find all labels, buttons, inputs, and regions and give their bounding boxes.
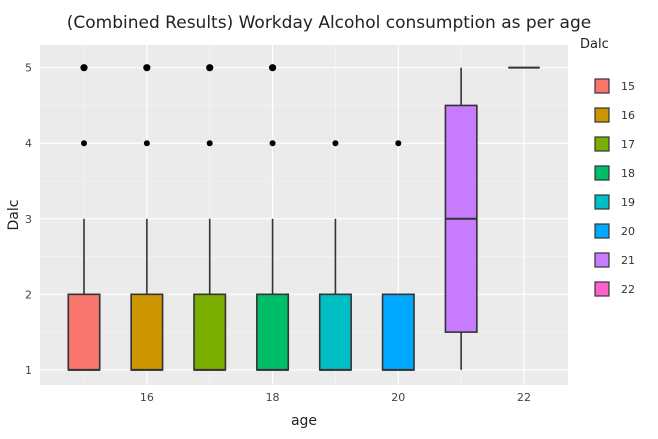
legend-item-18[interactable]: 18: [594, 165, 635, 181]
outlier-point: [206, 140, 213, 147]
outlier-point: [81, 140, 87, 147]
outlier-point: [332, 140, 339, 147]
axes: 1 2 3 4 5 16 18 20 22: [25, 62, 531, 404]
legend-label: 22: [621, 283, 635, 296]
x-axis-label: age: [291, 413, 317, 429]
legend-swatch: [594, 165, 610, 181]
outlier-point: [80, 64, 88, 72]
legend-swatch: [594, 281, 610, 297]
box-age-19: [318, 140, 352, 371]
legend-label: 15: [621, 80, 635, 93]
legend-title: Dalc: [580, 37, 609, 52]
y-axis-label: Dalc: [6, 200, 22, 231]
box-age-16: [130, 64, 164, 371]
x-tick-label: 20: [391, 391, 405, 404]
box-body: [67, 293, 101, 371]
y-tick-label: 5: [25, 62, 32, 75]
legend-label: 16: [621, 109, 635, 122]
legend[interactable]: 15 16 17 18 19 20 21 22: [594, 78, 635, 297]
legend-label: 21: [621, 254, 635, 267]
box-age-15: [67, 64, 101, 371]
x-tick-label: 18: [266, 391, 280, 404]
legend-swatch: [594, 194, 610, 210]
legend-item-15[interactable]: 15: [594, 78, 635, 94]
legend-label: 19: [621, 196, 635, 209]
legend-item-19[interactable]: 19: [594, 194, 635, 210]
box-body: [256, 293, 290, 371]
legend-label: 20: [621, 225, 635, 238]
legend-swatch: [594, 252, 610, 268]
x-tick-label: 16: [140, 391, 154, 404]
legend-label: 18: [621, 167, 635, 180]
y-tick-label: 2: [25, 288, 32, 301]
legend-swatch: [594, 107, 610, 123]
box-body: [130, 293, 164, 371]
box-body: [318, 293, 352, 371]
outlier-point: [143, 64, 151, 72]
box-age-18: [256, 64, 290, 371]
legend-item-16[interactable]: 16: [594, 107, 635, 123]
y-tick-label: 1: [25, 364, 32, 377]
box-body: [193, 293, 227, 371]
boxes: [67, 64, 540, 371]
outlier-point: [206, 64, 214, 72]
legend-item-20[interactable]: 20: [594, 223, 635, 239]
plot-background: [40, 45, 568, 385]
outlier-point: [395, 140, 402, 147]
outlier-point: [268, 64, 277, 72]
box-age-20: [381, 140, 415, 371]
box-age-17: [193, 64, 227, 371]
chart-title: (Combined Results) Workday Alcohol consu…: [67, 13, 591, 33]
legend-swatch: [594, 223, 610, 239]
y-tick-label: 3: [25, 213, 32, 226]
x-tick-label: 22: [517, 391, 531, 404]
legend-swatch: [594, 78, 610, 94]
legend-item-22[interactable]: 22: [594, 281, 635, 297]
outlier-point: [269, 140, 276, 147]
box-body: [381, 293, 415, 371]
legend-swatch: [594, 136, 610, 152]
legend-label: 17: [621, 138, 635, 151]
legend-item-21[interactable]: 21: [594, 252, 635, 268]
box-age-21: [444, 67, 478, 370]
y-tick-label: 4: [25, 137, 32, 150]
outlier-point: [143, 140, 150, 147]
legend-item-17[interactable]: 17: [594, 136, 635, 152]
